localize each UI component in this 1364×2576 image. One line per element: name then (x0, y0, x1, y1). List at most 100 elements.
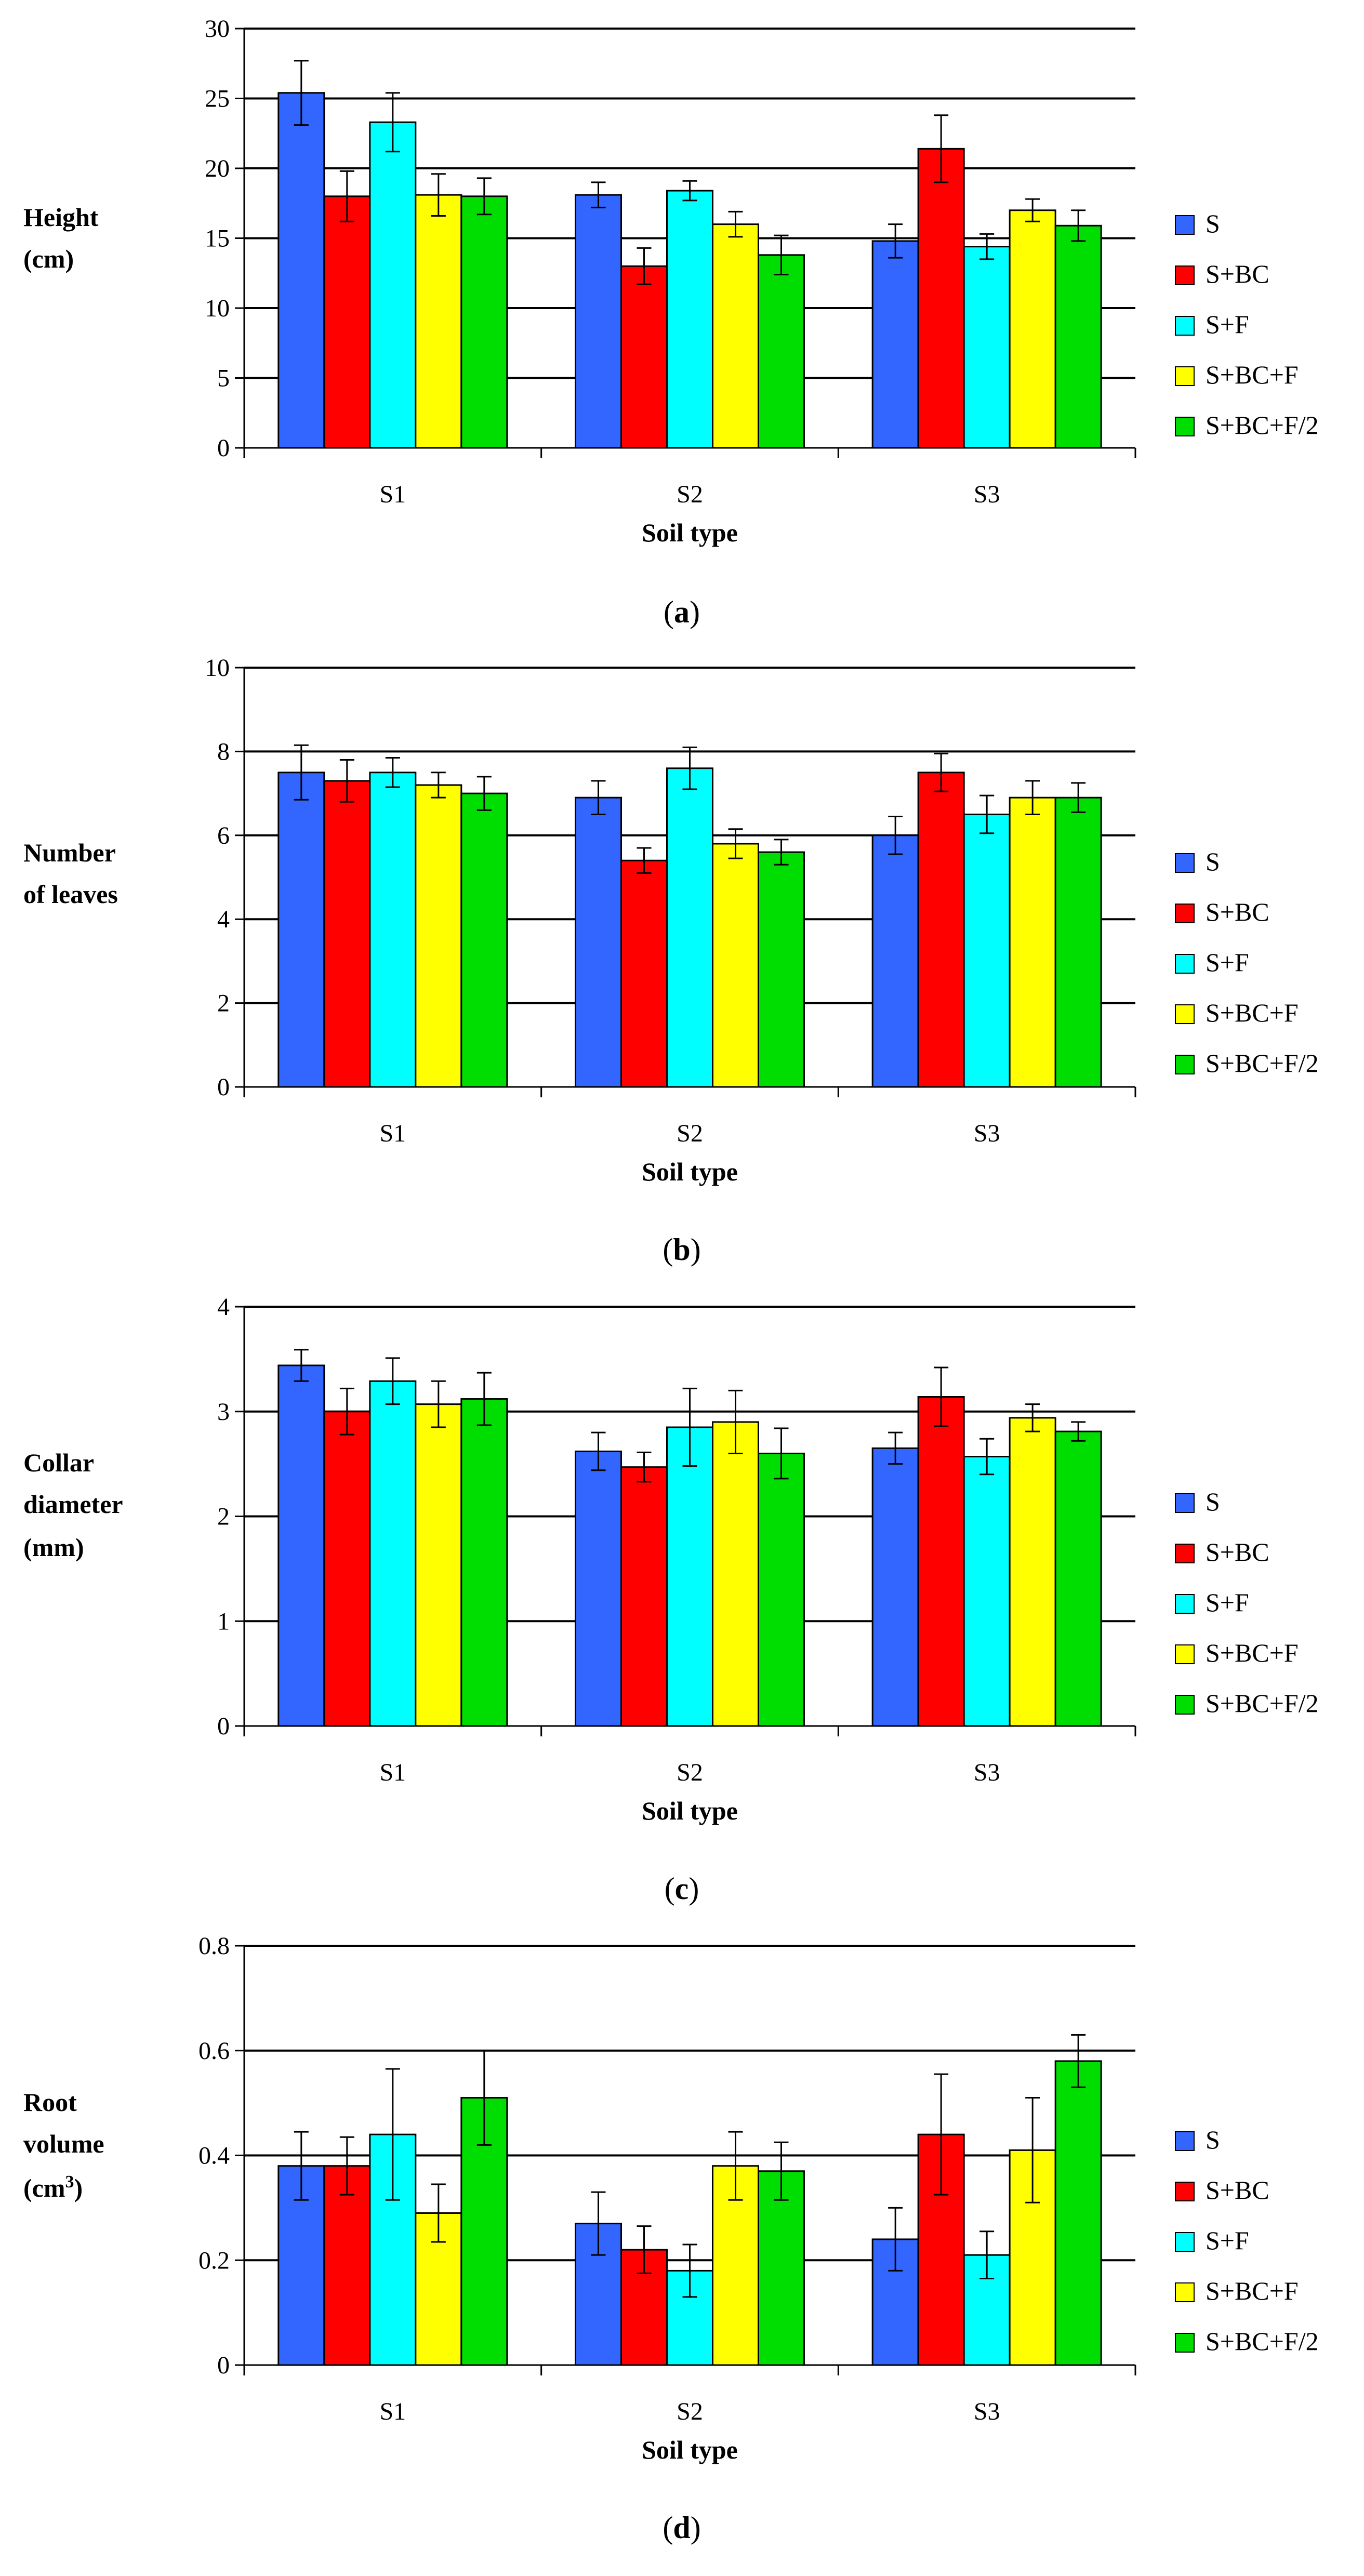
legend-label: S (1206, 847, 1220, 876)
panel-label-close: ) (688, 1871, 699, 1906)
panel-label-close: ) (691, 1232, 701, 1267)
y-tick-label: 1 (217, 1608, 230, 1635)
bar (415, 194, 462, 449)
legend-swatch (1175, 2131, 1195, 2151)
chart-panel-b: 0 2 4 6 8 10 S1 S2 S3 Soil type Number of leaves S S+… (23, 654, 1319, 1267)
legend-swatch (1175, 2333, 1195, 2353)
y-tick-label: 0.8 (198, 1932, 230, 1960)
x-category-label: S2 (677, 1120, 703, 1147)
bar (277, 772, 325, 1088)
panel-label-open: ( (663, 2511, 673, 2545)
legend-label: S (1206, 2125, 1220, 2154)
legend-swatch (1175, 2282, 1195, 2302)
panel-label: (a) (664, 595, 700, 629)
x-axis-title: Soil type (642, 1796, 738, 1825)
bar (460, 195, 508, 449)
bar (666, 1426, 713, 1727)
y-tick-label: 0 (217, 2352, 230, 2379)
legend-swatch (1175, 417, 1195, 436)
legend-swatch (1175, 853, 1195, 873)
bar (323, 1411, 371, 1727)
bar (277, 1364, 325, 1727)
y-axis-title-line: of leaves (23, 880, 118, 909)
panel-label-close: ) (690, 595, 700, 629)
legend-label: S+BC+F (1206, 1638, 1299, 1667)
y-axis-title-line: volume (23, 2129, 104, 2158)
legend-label: S+BC+F (1206, 998, 1299, 1027)
x-category-label: S3 (974, 1120, 1000, 1147)
y-axis-title-line: Number (23, 838, 116, 867)
y-tick-label: 10 (205, 654, 230, 682)
bar (620, 859, 668, 1088)
bar (1054, 796, 1102, 1088)
legend-label: S (1206, 209, 1220, 238)
y-tick-label: 10 (205, 295, 230, 322)
legend-label: S+BC+F/2 (1206, 1689, 1319, 1718)
legend-swatch (1175, 265, 1195, 285)
bar (460, 1398, 508, 1727)
legend-swatch (1175, 2232, 1195, 2252)
legend-swatch (1175, 1594, 1195, 1614)
bar (917, 148, 965, 449)
y-tick-label: 2 (217, 990, 230, 1017)
legend-swatch (1175, 1055, 1195, 1074)
legend-label: S+BC+F/2 (1206, 410, 1319, 440)
panel-label: (b) (663, 1232, 700, 1267)
bar (963, 1456, 1011, 1727)
panel-label: (d) (663, 2511, 700, 2545)
bar (1054, 2060, 1102, 2366)
panel-label-letter: a (674, 595, 690, 629)
y-tick-label: 5 (217, 365, 230, 392)
y-tick-label: 4 (217, 906, 230, 933)
panel-label-letter: b (673, 1232, 690, 1267)
bar (666, 767, 713, 1088)
bar (963, 813, 1011, 1088)
legend-swatch (1175, 366, 1195, 386)
y-axis-title-line: (mm) (23, 1533, 84, 1562)
panel-label-close: ) (691, 2511, 701, 2545)
bar (758, 1452, 805, 1727)
panel-label-open: ( (663, 1232, 673, 1267)
unit-close: ) (74, 2173, 83, 2202)
unit-superscript: 3 (65, 2172, 74, 2192)
x-category-label: S2 (677, 2398, 703, 2425)
bar (620, 265, 668, 449)
x-category-label: S3 (974, 2398, 1000, 2425)
bar (917, 772, 965, 1088)
panel-label: (c) (665, 1871, 699, 1906)
bar (712, 843, 759, 1088)
y-tick-label: 3 (217, 1398, 230, 1426)
x-axis-title: Soil type (642, 518, 738, 547)
bar (575, 796, 622, 1088)
legend-label: S+BC (1206, 1537, 1269, 1566)
legend-label: S+F (1206, 1588, 1249, 1617)
bar (871, 240, 919, 449)
panel-label-open: ( (664, 595, 674, 629)
unit-text: (cm (23, 2173, 65, 2202)
y-tick-label: 0.4 (198, 2142, 230, 2170)
bar (369, 772, 417, 1088)
y-tick-label: 30 (205, 15, 230, 43)
x-category-label: S1 (379, 1120, 406, 1147)
x-axis-title: Soil type (642, 1157, 738, 1186)
bar (415, 1403, 462, 1727)
legend-label: S+F (1206, 2226, 1249, 2255)
bar (963, 2254, 1011, 2366)
y-tick-label: 0.2 (198, 2247, 230, 2274)
bar (323, 195, 371, 449)
legend-swatch (1175, 1004, 1195, 1024)
y-tick-label: 8 (217, 738, 230, 765)
y-tick-label: 4 (217, 1293, 230, 1321)
bar (871, 834, 919, 1088)
y-axis-title-line: (cm) (23, 244, 74, 273)
bar (369, 121, 417, 449)
panel-label-letter: c (675, 1871, 689, 1906)
legend-label: S+F (1206, 310, 1249, 339)
legend-label: S+BC+F/2 (1206, 1048, 1319, 1078)
y-tick-label: 0.6 (198, 2037, 230, 2065)
x-category-label: S3 (974, 1759, 1000, 1786)
legend-label: S+BC (1206, 2175, 1269, 2205)
bar (712, 1421, 759, 1727)
x-category-label: S3 (974, 481, 1000, 508)
